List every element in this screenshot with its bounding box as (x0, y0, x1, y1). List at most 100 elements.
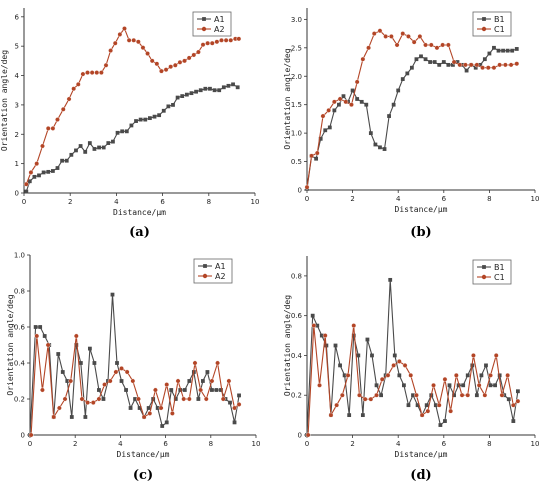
data-point-B1 (411, 393, 415, 398)
data-point-C1 (480, 65, 485, 71)
data-point-B1 (455, 60, 460, 64)
data-point-B1 (323, 128, 328, 133)
data-point-C1 (383, 34, 389, 39)
data-point-C1 (309, 153, 314, 159)
y-tick-label: 0.6 (14, 324, 26, 332)
data-point-C1 (377, 28, 383, 34)
x-tick-label: 6 (442, 195, 447, 203)
data-point-A1 (83, 149, 88, 154)
data-point-A1 (143, 117, 148, 122)
y-tick-label: 4 (15, 72, 20, 80)
data-point-A2 (192, 360, 198, 366)
data-point-A1 (171, 103, 175, 107)
x-tick-label: 4 (114, 198, 119, 206)
data-point-C1 (349, 102, 354, 108)
data-point-C1 (457, 62, 463, 68)
data-point-C1 (505, 372, 511, 378)
data-point-A1 (189, 91, 194, 96)
series-line-A2 (25, 27, 239, 185)
data-point-A2 (164, 382, 170, 387)
data-point-C1 (471, 353, 476, 358)
data-point-B1 (505, 48, 510, 53)
data-point-C1 (497, 62, 503, 68)
data-point-A1 (46, 169, 51, 174)
data-point-A1 (138, 117, 143, 122)
data-point-A2 (40, 387, 45, 393)
data-point-A2 (117, 32, 123, 37)
x-tick-label: 2 (68, 198, 72, 206)
series-line-A1 (25, 83, 239, 192)
data-point-A2 (214, 39, 220, 45)
data-point-A2 (203, 396, 209, 402)
data-point-B1 (443, 419, 447, 423)
data-point-B1 (382, 147, 387, 151)
data-point-C1 (331, 99, 337, 105)
data-point-C1 (374, 392, 379, 398)
legend-marker-B1 (482, 17, 486, 21)
legend-marker-A1 (202, 17, 206, 21)
data-point-A2 (55, 117, 60, 122)
data-point-B1 (337, 102, 341, 107)
data-point-C1 (448, 408, 454, 414)
data-point-A1 (164, 420, 169, 425)
data-point-B1 (415, 403, 420, 408)
data-point-B1 (368, 131, 373, 136)
data-point-C1 (493, 353, 499, 358)
x-tick-label: 0 (305, 440, 309, 448)
data-point-C1 (428, 42, 434, 48)
data-point-B1 (338, 363, 342, 368)
data-point-A2 (200, 42, 206, 48)
data-point-C1 (362, 396, 368, 402)
data-point-A2 (141, 414, 147, 420)
data-point-B1 (315, 323, 320, 328)
data-point-B1 (327, 125, 332, 130)
data-point-A1 (134, 119, 138, 123)
x-axis-label: Distance/μm (113, 208, 166, 217)
x-tick-label: 4 (396, 195, 401, 203)
data-point-A2 (226, 378, 232, 384)
data-point-C1 (459, 392, 465, 398)
data-point-C1 (417, 34, 423, 39)
legend-marker-C1 (481, 26, 487, 32)
y-tick-label: 6 (15, 13, 20, 21)
data-point-A2 (145, 51, 150, 56)
data-point-A2 (50, 125, 56, 131)
y-tick-label: 0.2 (14, 396, 25, 404)
data-point-B1 (332, 108, 337, 113)
legend-box (192, 11, 232, 37)
y-tick-label: 0.4 (14, 360, 26, 368)
data-point-C1 (414, 392, 419, 398)
data-point-A1 (226, 83, 231, 88)
data-point-C1 (431, 382, 436, 388)
y-tick-label: 0 (15, 190, 19, 198)
data-point-C1 (453, 372, 459, 378)
data-point-A2 (140, 45, 146, 51)
data-point-B1 (488, 383, 493, 388)
data-point-B1 (433, 403, 438, 408)
data-point-C1 (436, 402, 442, 408)
data-point-B1 (333, 343, 338, 348)
data-point-A1 (128, 406, 133, 410)
data-point-C1 (491, 65, 497, 71)
data-point-A2 (80, 71, 86, 77)
data-point-A1 (166, 104, 171, 109)
data-point-A2 (191, 52, 197, 58)
legend-marker-A2 (201, 26, 207, 32)
y-tick-label: 0.6 (291, 312, 303, 320)
data-point-C1 (425, 408, 431, 414)
data-point-A2 (28, 170, 34, 175)
data-point-A2 (147, 410, 153, 416)
data-point-A1 (133, 397, 137, 401)
data-point-C1 (379, 376, 385, 382)
data-point-A2 (34, 161, 40, 167)
data-point-A2 (149, 58, 155, 64)
data-point-A1 (217, 88, 222, 93)
y-tick-label: 0 (21, 432, 25, 440)
data-point-B1 (355, 97, 360, 101)
data-point-C1 (314, 150, 320, 156)
data-point-C1 (366, 45, 371, 51)
data-point-A1 (182, 388, 187, 392)
x-tick-label: 8 (207, 198, 211, 206)
panel-label: (b) (410, 225, 431, 240)
x-axis-label: Distance/μm (117, 450, 170, 459)
